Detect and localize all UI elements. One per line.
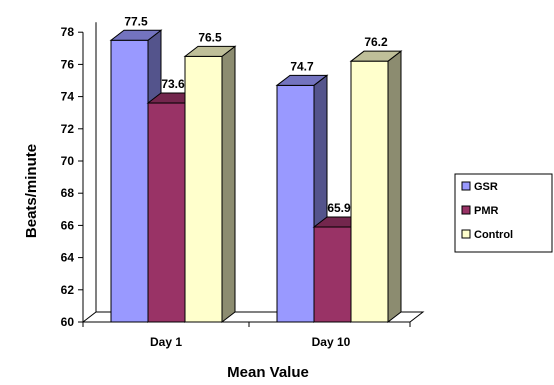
legend-swatch: [461, 229, 471, 239]
y-tick-label: 64: [61, 251, 75, 265]
legend-swatch: [461, 181, 471, 191]
bar-front: [110, 39, 149, 323]
bar: [183, 45, 237, 324]
y-tick-label: 72: [61, 122, 75, 136]
bar-top: [275, 74, 329, 86]
legend-label: PMR: [474, 205, 499, 217]
y-tick-label: 60: [61, 315, 75, 329]
y-tick-label: 70: [61, 154, 75, 168]
x-tick-label: Day 10: [312, 335, 351, 349]
x-tick-label: Day 1: [150, 335, 182, 349]
data-label: 65.9: [327, 201, 351, 215]
data-label: 76.5: [198, 30, 222, 44]
legend-box: [454, 173, 553, 253]
y-tick-label: 66: [61, 218, 75, 232]
bar: [349, 50, 403, 324]
data-label: 74.7: [290, 59, 314, 73]
data-label: 76.2: [364, 35, 388, 49]
x-axis-title: Mean Value: [227, 364, 309, 381]
legend-label: GSR: [474, 181, 498, 193]
y-tick-label: 76: [61, 57, 75, 71]
data-labels: 77.5 73.6 76.5 74.7 65.9 76.2: [124, 14, 388, 215]
data-label: 77.5: [124, 14, 148, 28]
bar-front: [184, 55, 223, 323]
legend: GSR PMR Control: [454, 173, 553, 253]
bar-front: [276, 84, 315, 323]
legend-label: Control: [474, 229, 513, 241]
bar-front: [350, 60, 389, 323]
legend-swatch: [461, 205, 471, 215]
bar-top: [349, 50, 403, 62]
bar-front: [147, 102, 186, 323]
bar-side: [221, 45, 236, 324]
bars: [109, 29, 403, 324]
y-tick-label: 68: [61, 186, 75, 200]
y-axis-title: Beats/minute: [23, 144, 40, 238]
bar-side: [387, 50, 402, 324]
bar-front: [313, 226, 352, 323]
bar-top: [109, 29, 163, 41]
data-label: 73.6: [161, 77, 185, 91]
y-tick-label: 74: [61, 90, 75, 104]
bar-top: [183, 45, 237, 57]
y-tick-label: 78: [61, 25, 75, 39]
y-tick-label: 62: [61, 283, 75, 297]
